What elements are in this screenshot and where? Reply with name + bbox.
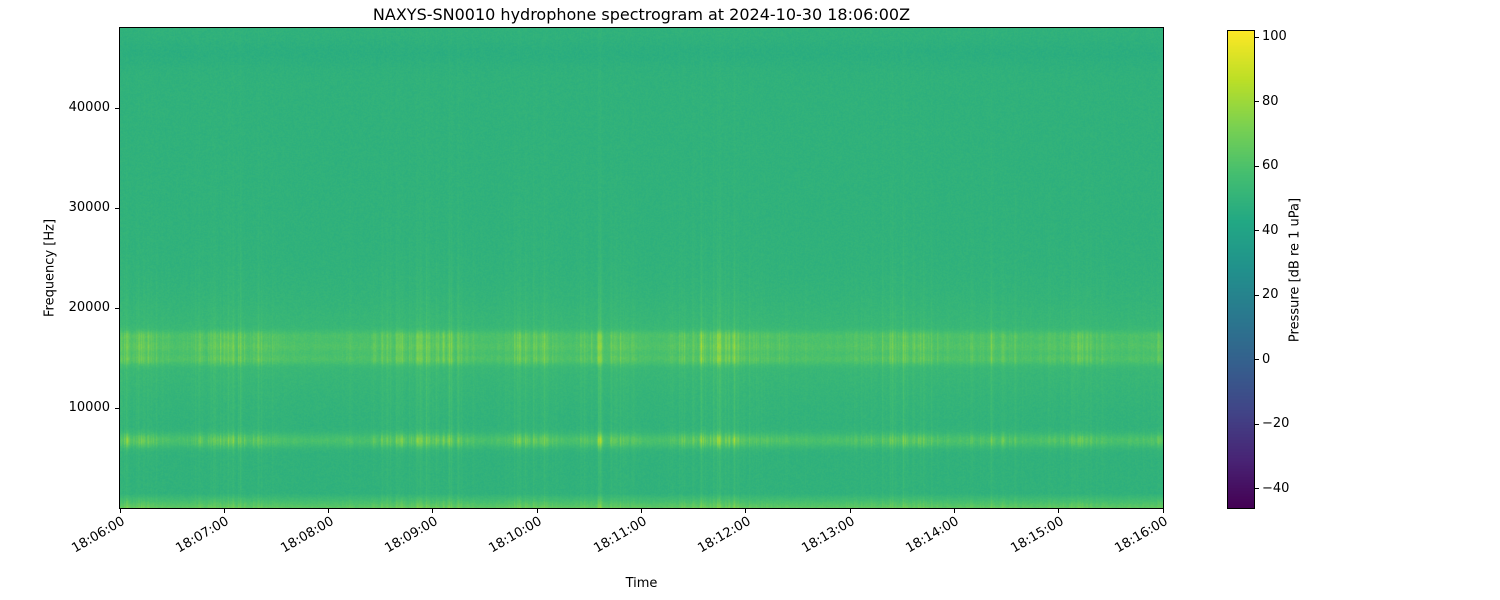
y-tick-mark [115, 207, 119, 209]
y-tick-label: 10000 [68, 400, 110, 415]
x-tick-mark [1162, 509, 1164, 513]
y-tick-label: 20000 [68, 300, 110, 315]
colorbar-tick-label: −40 [1262, 480, 1290, 496]
y-tick-label: 30000 [68, 200, 110, 215]
x-tick-mark [432, 509, 434, 513]
colorbar-tick-label: 60 [1262, 158, 1279, 174]
colorbar-tick-label: 80 [1262, 93, 1279, 109]
x-axis-label: Time [625, 576, 658, 591]
colorbar-tick-label: 20 [1262, 287, 1279, 303]
x-tick-mark [641, 509, 642, 513]
x-tick-mark [953, 509, 955, 513]
y-tick-label: 40000 [68, 100, 110, 115]
colorbar-tick-mark [1255, 488, 1259, 490]
colorbar-tick-label: 0 [1262, 351, 1271, 367]
colorbar-tick-label: −20 [1262, 416, 1290, 432]
x-tick-mark [536, 509, 538, 513]
colorbar-tick-mark [1255, 36, 1259, 38]
colorbar-label: Pressure [dB re 1 uPa] [1287, 197, 1303, 343]
x-tick-mark [849, 509, 851, 513]
colorbar-tick-mark [1255, 294, 1259, 296]
colorbar-tick-mark [1255, 423, 1259, 425]
spectrogram-canvas [120, 28, 1163, 508]
colorbar-tick-mark [1255, 165, 1259, 167]
x-tick-mark [223, 509, 225, 513]
y-tick-mark [115, 107, 119, 109]
chart-title: NAXYS-SN0010 hydrophone spectrogram at 2… [372, 5, 911, 24]
x-tick-mark [1058, 509, 1060, 513]
x-tick-mark [745, 509, 747, 513]
y-tick-mark [115, 307, 119, 309]
colorbar-tick-mark [1255, 101, 1259, 103]
plot-area [119, 27, 1164, 509]
colorbar-tick-label: 40 [1262, 222, 1279, 238]
x-tick-mark [328, 509, 330, 513]
colorbar-tick-mark [1255, 230, 1259, 232]
colorbar-tick-label: 100 [1262, 29, 1287, 45]
colorbar-tick-mark [1255, 359, 1259, 361]
y-tick-mark [115, 407, 119, 409]
x-tick-mark [119, 509, 121, 513]
colorbar [1227, 30, 1255, 509]
colorbar-canvas [1228, 31, 1254, 508]
